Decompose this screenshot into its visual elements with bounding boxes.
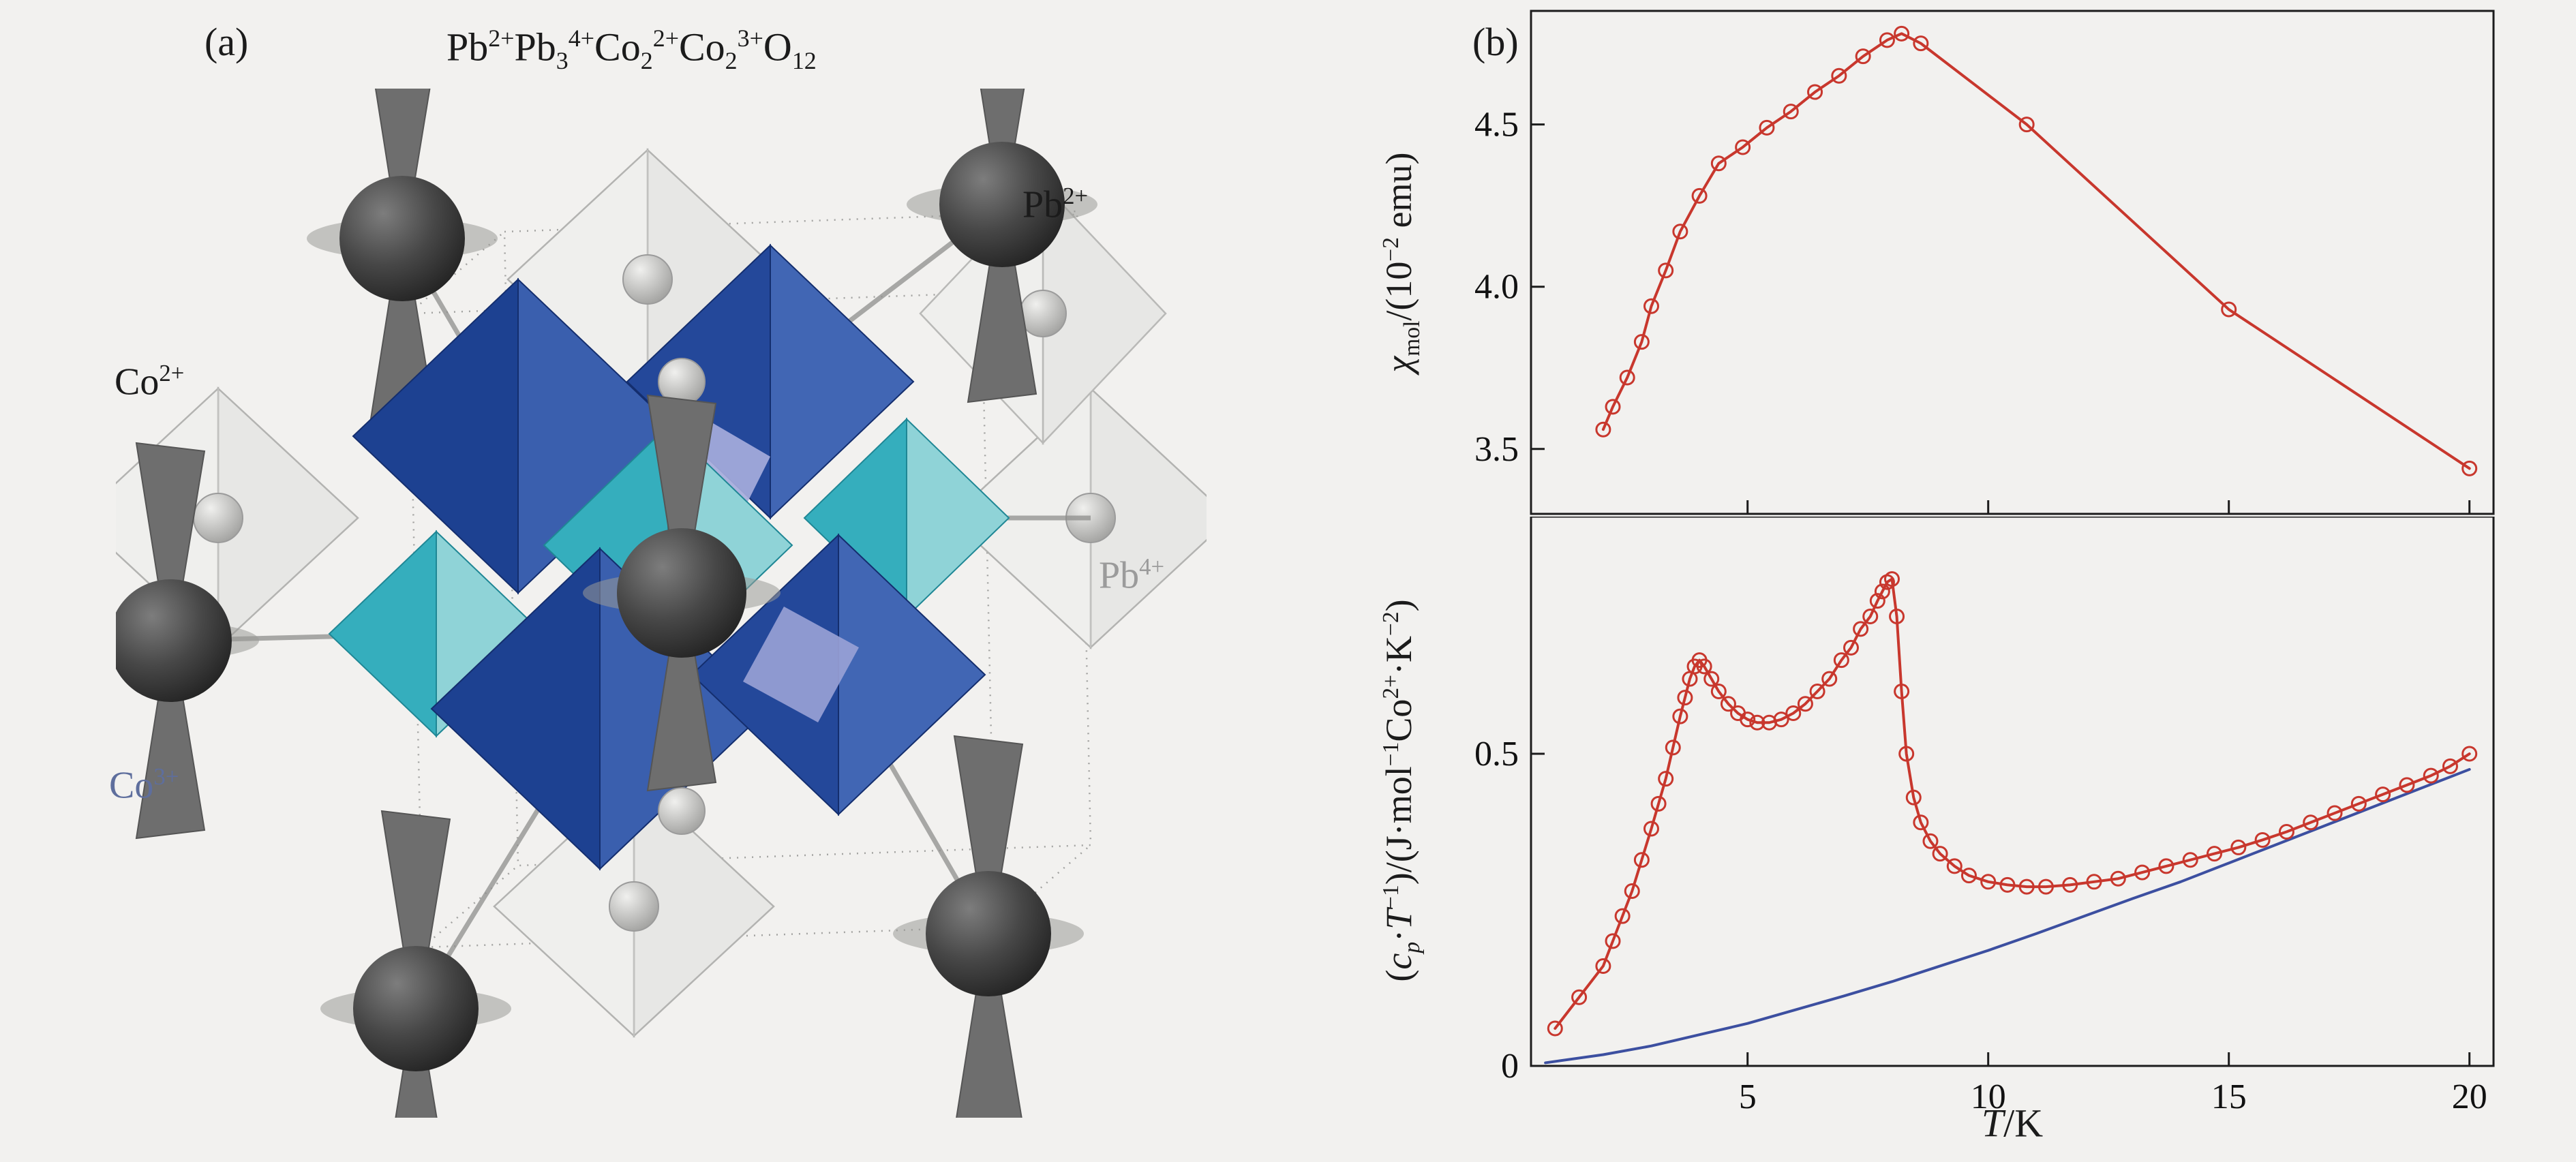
pb2-sphere-center bbox=[583, 394, 781, 792]
small-sphere bbox=[658, 787, 706, 835]
atom-label-pb2plus: Pb2+ bbox=[1022, 183, 1089, 226]
crystal-structure-illustration bbox=[116, 89, 1207, 1118]
svg-text:4.5: 4.5 bbox=[1474, 106, 1519, 144]
susceptibility-chart: 3.5 4.0 4.5 bbox=[1474, 10, 2495, 515]
bottom-y-axis-label: (cp·T−1)/(J·mol−1Co2+·K−2) bbox=[1378, 599, 1425, 982]
panel-a-label: (a) bbox=[204, 20, 249, 64]
svg-text:3.5: 3.5 bbox=[1474, 430, 1519, 469]
svg-text:4.0: 4.0 bbox=[1474, 268, 1519, 307]
svg-text:20: 20 bbox=[2452, 1077, 2487, 1116]
chemical-formula: Pb2+Pb34+Co22+Co23+O12 bbox=[446, 25, 817, 74]
x-axis-label: T/K bbox=[1981, 1101, 2044, 1146]
pb2-spheres bbox=[116, 89, 1097, 1118]
atom-label-co2plus: Co2+ bbox=[115, 360, 185, 403]
panel-b-label: (b) bbox=[1472, 20, 1519, 64]
svg-text:5: 5 bbox=[1739, 1077, 1757, 1116]
atom-label-pb4plus: Pb4+ bbox=[1099, 553, 1165, 597]
svg-text:15: 15 bbox=[2211, 1077, 2247, 1116]
svg-text:0: 0 bbox=[1501, 1047, 1519, 1086]
svg-text:0.5: 0.5 bbox=[1474, 735, 1519, 774]
top-y-axis-label: χmol/(10−2 emu) bbox=[1378, 152, 1425, 373]
heat-capacity-chart: 5 10 15 20 0 0.5 bbox=[1474, 517, 2495, 1116]
svg-text:10: 10 bbox=[1971, 1077, 2006, 1116]
atom-label-co3plus: Co3+ bbox=[109, 763, 179, 807]
